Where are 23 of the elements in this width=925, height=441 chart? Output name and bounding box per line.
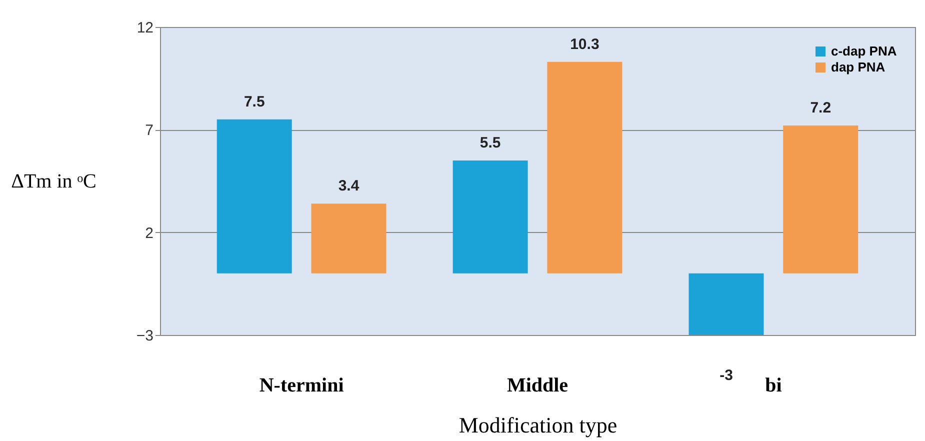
data-label: 7.2 <box>810 100 832 117</box>
bar <box>783 126 858 274</box>
legend-label: c-dap PNA <box>831 44 898 58</box>
legend-label: dap PNA <box>831 60 886 74</box>
bar <box>452 160 528 274</box>
bar <box>547 62 622 274</box>
bar <box>311 204 386 274</box>
data-label: 10.3 <box>570 36 600 53</box>
x-tick-label: N-termini <box>259 374 344 396</box>
y-tick-label: 7 <box>145 122 154 140</box>
y-tick-label: −3 <box>136 328 154 344</box>
x-tick-label: Middle <box>506 374 568 396</box>
bar <box>688 273 764 335</box>
y-tick-label: 2 <box>145 224 154 242</box>
x-tick-label: bi <box>765 374 782 396</box>
x-axis-title: Modification type <box>458 412 618 438</box>
bar <box>216 119 292 274</box>
y-tick-label: 12 <box>136 20 154 36</box>
data-label: -3 <box>720 367 733 384</box>
data-label: 5.5 <box>480 134 501 152</box>
data-label: 3.4 <box>338 178 360 195</box>
y-axis-title: ΔTm in ᵒC <box>11 170 96 192</box>
data-label: 7.5 <box>244 93 265 110</box>
